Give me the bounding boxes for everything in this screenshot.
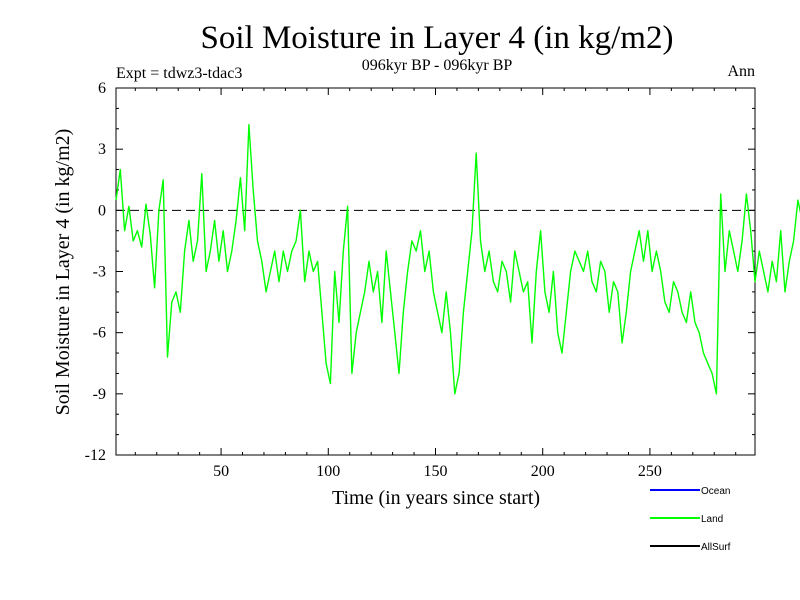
period-label: Ann <box>727 63 755 80</box>
x-tick-label: 250 <box>638 463 662 480</box>
chart-subtitle: 096kyr BP - 096kyr BP <box>362 57 513 74</box>
x-tick-label: 200 <box>531 463 555 480</box>
y-tick-label: 0 <box>98 202 106 219</box>
x-axis-label: Time (in years since start) <box>332 487 540 509</box>
legend-label-land: Land <box>701 514 723 525</box>
y-tick-label: -3 <box>93 264 106 281</box>
x-tick-label: 100 <box>316 463 340 480</box>
x-tick-label: 50 <box>213 463 229 480</box>
legend: Ocean Land AllSurf <box>650 486 731 553</box>
x-tick-label: 150 <box>424 463 448 480</box>
legend-label-ocean: Ocean <box>701 486 730 497</box>
y-axis-label: Soil Moisture in Layer 4 (in kg/m2) <box>52 129 74 416</box>
y-tick-label: 3 <box>98 141 106 158</box>
chart-title: Soil Moisture in Layer 4 (in kg/m2) <box>201 20 674 56</box>
series-line-land <box>115 123 800 395</box>
y-tick-label: -9 <box>93 386 106 403</box>
y-tick-label: 6 <box>98 80 106 97</box>
y-tick-label: -12 <box>85 447 106 464</box>
experiment-label: Expt = tdwz3-tdac3 <box>116 65 242 82</box>
plot-frame <box>115 87 756 456</box>
y-tick-label: -6 <box>93 325 106 342</box>
plot-area: 50 100 150 200 250 6 3 0 -3 -6 -9 -12 <box>85 80 800 480</box>
legend-label-allsurf: AllSurf <box>701 542 731 553</box>
